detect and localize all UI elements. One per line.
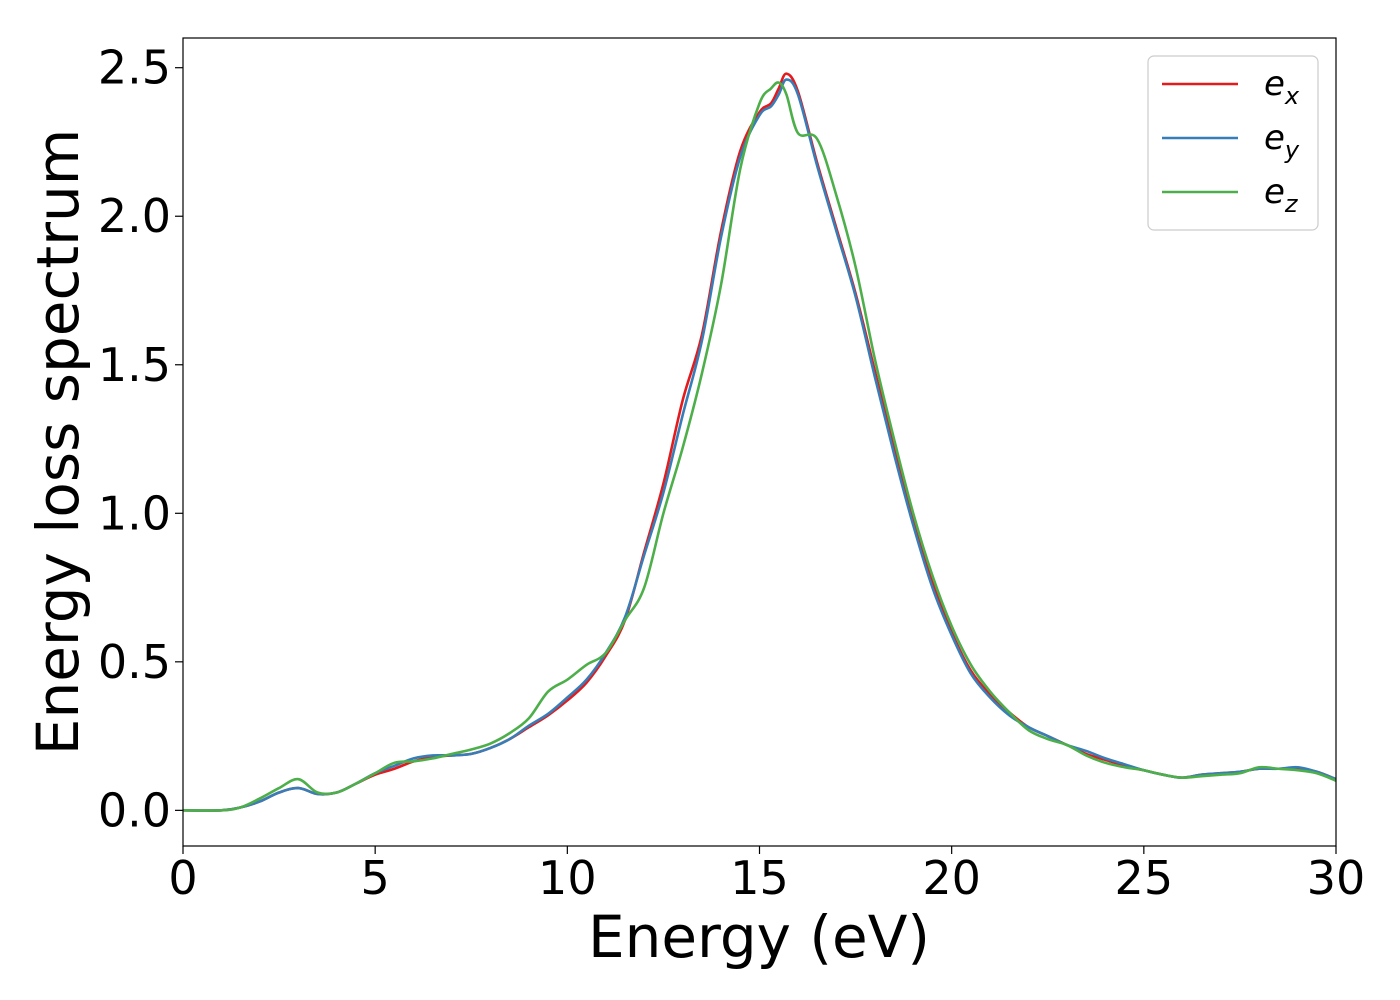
y-tick-label: 0.5 [98, 635, 171, 689]
y-tick-label: 2.0 [98, 189, 171, 243]
legend-label-subscript: x [1284, 82, 1300, 110]
y-tick-label: 1.0 [98, 486, 171, 540]
y-tick-label: 0.0 [98, 783, 171, 837]
x-tick-label: 20 [922, 851, 981, 905]
x-axis-ticks: 0 5 10 15 20 25 30 [168, 846, 1365, 905]
y-tick-label: 2.5 [98, 41, 171, 95]
x-tick-label: 5 [361, 851, 390, 905]
legend-label-ey: ey [1264, 118, 1300, 164]
legend-label-symbol: e [1264, 64, 1285, 104]
x-tick-label: 30 [1307, 851, 1366, 905]
series-line-ez [183, 81, 1336, 812]
legend-label-ex: ex [1264, 64, 1300, 110]
x-axis-title: Energy (eV) [588, 903, 930, 971]
y-axis-ticks: 0.0 0.5 1.0 1.5 2.0 2.5 [98, 41, 183, 837]
x-tick-label: 10 [538, 851, 597, 905]
y-tick-label: 1.5 [98, 338, 171, 392]
legend-label-subscript: y [1284, 136, 1300, 164]
legend-label-subscript: z [1284, 190, 1299, 218]
legend-label-symbol: e [1264, 118, 1285, 158]
x-tick-label: 0 [168, 851, 197, 905]
x-tick-label: 15 [730, 851, 789, 905]
series-layer [183, 72, 1336, 812]
y-axis-title: Energy loss spectrum [24, 129, 92, 755]
x-tick-label: 25 [1115, 851, 1174, 905]
legend-label-symbol: e [1264, 172, 1285, 212]
legend-box [1147, 55, 1319, 231]
legend-label-ez: ez [1264, 172, 1299, 218]
